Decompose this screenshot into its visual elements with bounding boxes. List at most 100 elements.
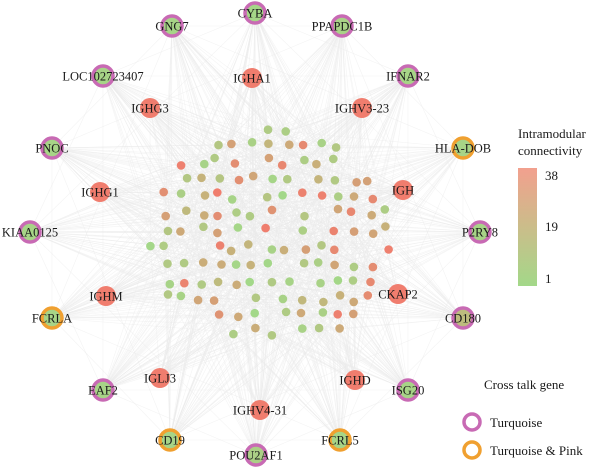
inner-hub-node: IGHG3 [131,98,169,118]
inner-hub-label: IGH [392,184,414,198]
gene-node [348,276,358,285]
scale-max-label: 38 [545,168,558,183]
gene-node [251,323,260,333]
inner-hub-label: IGHM [89,290,122,304]
gene-node [263,125,273,134]
gene-node [159,241,168,251]
inner-hub-node: IGLJ3 [144,368,176,388]
gene-node [278,191,287,200]
gene-node [330,176,340,185]
gene-node [330,260,339,270]
outer-hub-label: CYBA [238,7,273,21]
gene-node [380,205,390,214]
connectivity-color-bar [518,168,537,286]
gene-node [230,159,240,168]
inner-hub-label: IGHG3 [131,102,169,116]
outer-hub-label: EAF2 [88,384,118,398]
gene-node [261,223,270,233]
outer-hub-label: HLA-DOB [435,142,491,156]
gene-node [298,226,308,235]
gene-node [232,280,241,290]
gene-node [298,324,307,333]
outer-hub-circle [40,136,64,160]
gene-node [146,241,155,251]
gene-node [213,188,222,197]
gene-node [180,278,189,288]
outer-hub-node: P2RY8 [462,220,498,244]
gene-node [213,228,222,238]
gene-node [217,260,226,269]
gene-node [215,241,225,250]
scale-mid-label: 19 [545,219,558,234]
inner-hub-circle [140,98,160,118]
inner-hub-node: IGHM [89,286,123,306]
gene-node [210,153,219,163]
gene-node [313,258,323,267]
gene-node [234,175,244,185]
outer-hub-node: CD19 [155,428,185,452]
gene-node [200,211,209,220]
outer-hub-label: GNG7 [155,20,188,34]
inner-hub-node: IGH [392,180,414,200]
gene-node [346,207,356,216]
gene-node [200,159,209,169]
inner-hub-label: IGHV4-31 [233,404,287,418]
hub-nodes: CYBA PPAPDC1B IFNAR2 HLA-DOB P2RY8 CD180 ISG20… [2,1,498,467]
gene-node [381,222,390,231]
outer-hub-node: IFNAR2 [386,64,430,88]
inner-hub-node: IGHD [339,370,371,390]
gene-node [268,174,277,184]
gene-node [316,278,325,288]
outer-hub-label: POU2AF1 [229,449,283,463]
gene-node [233,223,243,232]
gene-node [250,308,259,318]
gene-node [278,294,288,304]
gene-node [330,245,339,255]
inner-hub-node: CKAP2 [378,284,418,304]
gene-node [317,138,327,148]
outer-hub-node: EAF2 [88,378,118,402]
gene-node [301,245,311,254]
gene-node [163,259,172,269]
gene-node [368,194,378,204]
gene-node [349,309,358,319]
outer-hub-node: CD180 [445,306,481,330]
outer-hub-circle [451,136,475,160]
gene-node [214,310,224,319]
gene-node [318,308,328,317]
gene-node [264,139,273,148]
outer-hub-node: FCRLA [32,306,72,330]
gene-node [232,208,241,217]
outer-hub-circle [451,306,475,330]
gene-node [297,295,307,305]
gene-node [285,277,294,286]
outer-hub-circle [328,428,352,452]
outer-hub-label: FCRLA [32,312,72,326]
inner-hub-label: IGHG1 [81,186,119,200]
gene-node [262,192,272,202]
gene-node [279,245,289,255]
gene-node [300,155,309,165]
inner-hub-label: IGLJ3 [144,372,176,386]
outer-hub-circle [243,1,267,25]
gene-node [285,140,294,149]
gene-node [333,276,343,285]
outer-hub-node: PPAPDC1B [312,14,372,38]
inner-hub-node: IGHA1 [233,68,271,88]
outer-hub-circle [244,443,268,467]
gene-node [199,222,208,232]
gene-node [367,210,377,220]
gene-node [176,161,186,170]
gene-node [296,308,306,318]
outer-hub-label: FCRL5 [321,434,359,448]
gene-node [267,205,277,215]
gene-node [368,229,378,238]
gene-node [182,173,192,183]
outer-hub-circle [330,14,354,38]
gene-node [333,310,343,319]
outer-hub-node: HLA-DOB [435,136,491,160]
gene-node [349,262,359,272]
gene-node [368,262,378,272]
gene-node [163,226,173,236]
